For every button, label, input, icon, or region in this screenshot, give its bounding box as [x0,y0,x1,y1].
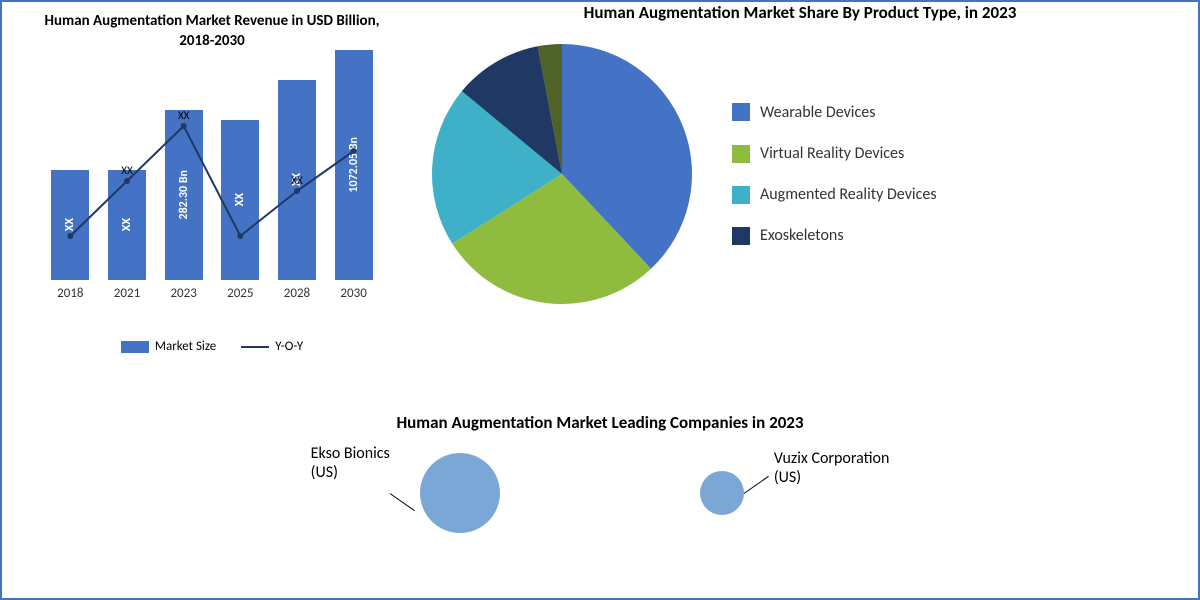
line-point-label: XX [178,109,189,122]
companies-title: Human Augmentation Market Leading Compan… [42,412,1158,433]
company-bubble-group: Vuzix Corporation(US) [700,471,890,515]
pie-graphic [422,34,702,314]
legend-label: Y-O-Y [275,339,303,354]
legend-label: Market Size [155,339,216,354]
line-point-label: XX [121,164,132,177]
company-label: Ekso Bionics(US) [311,444,390,482]
revenue-bar-chart: Human Augmentation Market Revenue in USD… [2,2,402,412]
company-bubble [700,471,744,515]
legend-swatch-line [241,346,269,348]
leader-line [390,493,415,511]
legend-item-yoy: Y-O-Y [241,339,303,354]
pie-legend-item: Exoskeletons [732,226,937,245]
legend-swatch [732,145,750,163]
company-bubble [420,453,500,533]
leader-line [744,475,769,493]
pie-legend-item: Virtual Reality Devices [732,144,937,163]
leading-companies-chart: Human Augmentation Market Leading Compan… [2,412,1198,533]
company-label: Vuzix Corporation(US) [774,449,890,487]
pie-legend-item: Augmented Reality Devices [732,185,937,204]
legend-swatch-bar [121,341,149,353]
pie-chart-title: Human Augmentation Market Share By Produ… [422,2,1178,24]
bar-chart-legend: Market Size Y-O-Y [42,339,382,354]
legend-swatch [732,103,750,121]
legend-swatch [732,227,750,245]
company-bubble-group: Ekso Bionics(US) [311,453,500,533]
market-share-pie-chart: Human Augmentation Market Share By Produ… [402,2,1198,412]
legend-label: Wearable Devices [760,103,875,122]
legend-label: Exoskeletons [760,226,844,245]
line-point-label: XX [291,174,302,187]
legend-label: Augmented Reality Devices [760,185,937,204]
legend-item-market-size: Market Size [121,339,216,354]
pie-legend: Wearable Devices Virtual Reality Devices A… [732,103,937,246]
legend-label: Virtual Reality Devices [760,144,904,163]
pie-legend-item: Wearable Devices [732,103,937,122]
legend-swatch [732,186,750,204]
bar-chart-title: Human Augmentation Market Revenue in USD… [42,12,382,51]
